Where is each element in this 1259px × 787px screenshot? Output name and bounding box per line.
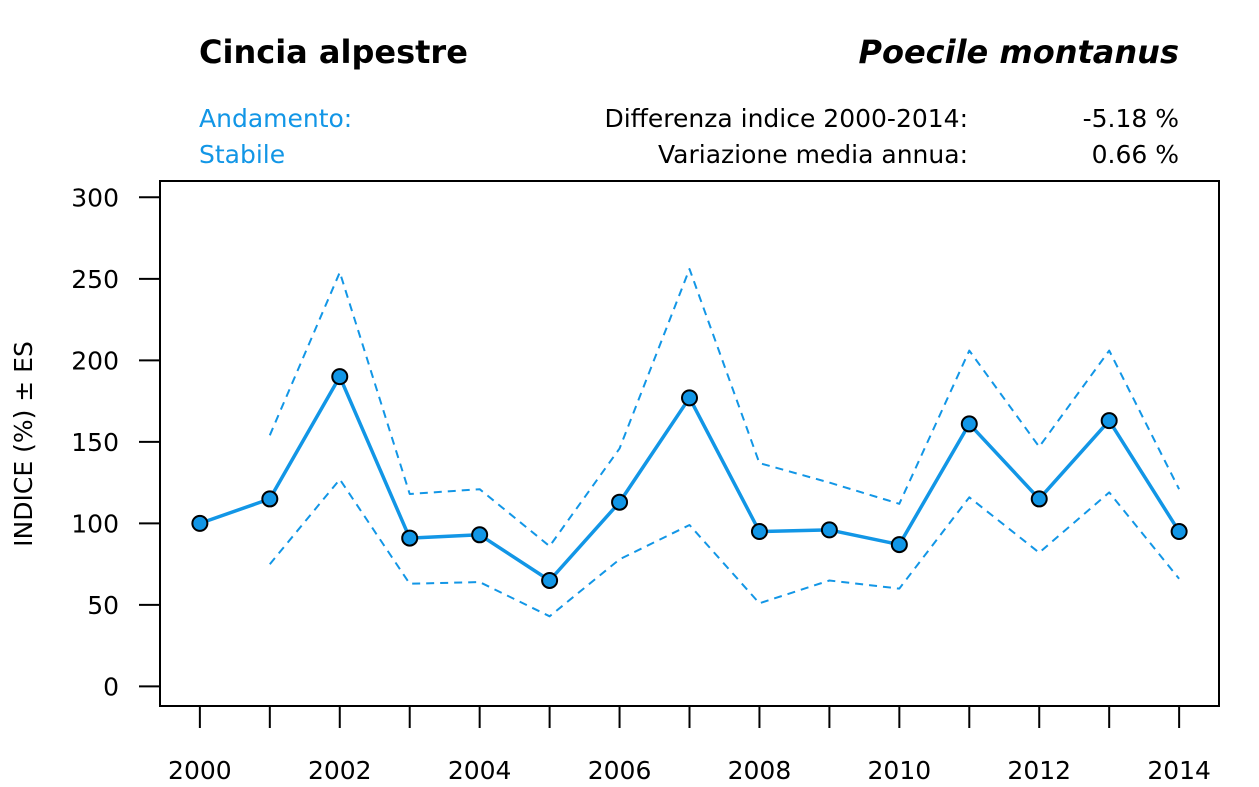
species-scientific-name: Poecile montanus xyxy=(859,33,1180,71)
annual-variation-value: 0.66 % xyxy=(1092,140,1179,169)
annual-variation-label: Variazione media annua: xyxy=(658,140,968,169)
y-tick-label-300: 300 xyxy=(71,183,119,212)
y-tick-label-100: 100 xyxy=(71,509,119,538)
x-tick-label-2006: 2006 xyxy=(588,756,652,785)
series-line-index xyxy=(199,374,1181,583)
data-point-2006 xyxy=(611,493,629,511)
data-point-2013 xyxy=(1100,412,1118,430)
x-tick-label-2012: 2012 xyxy=(1007,756,1071,785)
diff-label: Differenza indice 2000-2014: xyxy=(604,104,968,133)
x-tick-label-2010: 2010 xyxy=(868,756,932,785)
y-tick-label-200: 200 xyxy=(71,346,119,375)
y-axis: 0 50 100 150 200 250 300 xyxy=(71,183,160,701)
data-point-2014 xyxy=(1170,523,1188,541)
data-point-2000 xyxy=(191,514,209,532)
data-point-2008 xyxy=(750,523,768,541)
data-point-2003 xyxy=(401,529,419,547)
y-tick-label-50: 50 xyxy=(87,591,119,620)
data-point-2002 xyxy=(331,368,349,386)
y-tick-label-250: 250 xyxy=(71,265,119,294)
species-common-name: Cincia alpestre xyxy=(199,33,468,71)
y-axis-title: INDICE (%) ± ES xyxy=(9,341,38,547)
data-point-2009 xyxy=(820,521,838,539)
data-point-2011 xyxy=(960,415,978,433)
data-point-2005 xyxy=(541,571,559,589)
data-point-2007 xyxy=(681,389,698,407)
x-tick-label-2004: 2004 xyxy=(448,756,512,785)
x-axis: 2000 2002 2004 2006 2008 2010 2012 2014 xyxy=(168,706,1211,785)
x-tick-label-2000: 2000 xyxy=(168,756,232,785)
series-layer xyxy=(191,268,1188,618)
series-line-upper-se xyxy=(268,268,1180,548)
data-point-2004 xyxy=(471,526,489,544)
series-line-lower-se xyxy=(269,478,1180,618)
x-tick-label-2002: 2002 xyxy=(308,756,372,785)
data-point-2012 xyxy=(1030,490,1048,508)
trend-value: Stabile xyxy=(199,140,285,169)
y-tick-label-150: 150 xyxy=(71,428,119,457)
trend-label: Andamento: xyxy=(199,104,352,133)
data-point-2001 xyxy=(261,490,279,508)
data-point-2010 xyxy=(890,536,908,554)
x-tick-label-2008: 2008 xyxy=(728,756,792,785)
plot-frame xyxy=(159,180,1220,707)
y-tick-label-0: 0 xyxy=(103,672,119,701)
x-tick-label-2014: 2014 xyxy=(1147,756,1211,785)
diff-value: -5.18 % xyxy=(1083,104,1179,133)
